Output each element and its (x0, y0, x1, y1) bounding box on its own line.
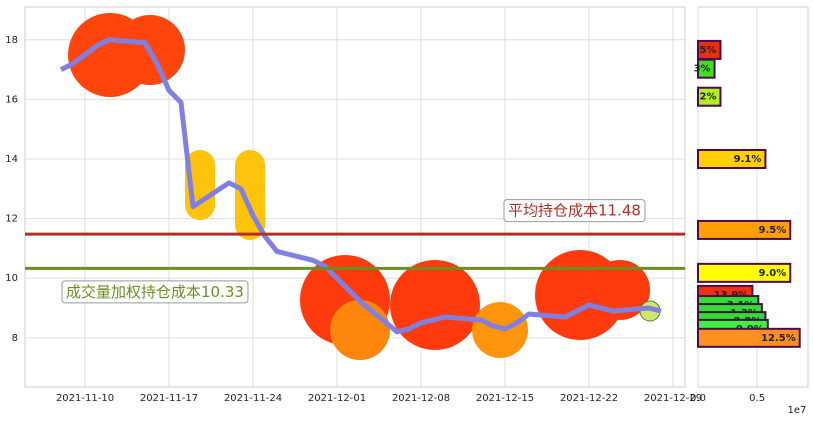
x-tick-label: 2021-12-29 (644, 393, 702, 404)
volume-bar (697, 327, 801, 348)
bar-label: 5% (699, 45, 716, 56)
volume-bar (697, 86, 722, 107)
right-chart: 0.00.51e75%3%2%9.1%9.5%9.0%13.9%3.1%1.3%… (690, 7, 806, 416)
x-tick-label: 2021-12-08 (392, 393, 450, 404)
bar-label: 9.5% (759, 225, 787, 236)
x-tick-label: 0.5 (749, 393, 765, 404)
price-line (59, 37, 662, 335)
x-tick-label: 2021-11-17 (140, 393, 198, 404)
bar-label: 9.1% (734, 154, 762, 165)
x-tick-label: 2021-12-15 (476, 393, 534, 404)
x-tick-label: 0.0 (690, 393, 706, 404)
offset-label: 1e7 (788, 405, 807, 416)
cost-label-box (503, 199, 646, 223)
left-marks: 平均持仓成本11.48 成交量加权持仓成本10.33 (25, 37, 685, 335)
x-tick-label: 2021-11-10 (56, 393, 114, 404)
volume-bar (697, 262, 792, 283)
cost-label: 成交量加权持仓成本10.33 (66, 283, 244, 301)
volume-bar (697, 149, 767, 169)
cost-label-box (61, 280, 249, 304)
fruit-decorations (68, 13, 661, 360)
y-tick-label: 12 (5, 214, 18, 225)
y-tick-label: 10 (5, 273, 18, 284)
x-tick-label: 2021-12-01 (308, 393, 366, 404)
y-tick-label: 16 (5, 94, 18, 105)
bar-label: 3% (694, 64, 711, 75)
volume-bar (697, 58, 716, 79)
x-tick-label: 2021-12-22 (560, 393, 618, 404)
y-tick-label: 18 (5, 35, 18, 46)
bar-label: 2% (699, 92, 716, 103)
y-tick-label: 14 (5, 154, 18, 165)
volume-bar (697, 219, 792, 240)
bar-label: 9.0% (759, 268, 787, 279)
cost-label: 平均持仓成本11.48 (508, 202, 641, 220)
bar-label: 12.5% (761, 333, 796, 344)
x-tick-label: 2021-11-24 (224, 393, 282, 404)
y-tick-label: 8 (12, 333, 18, 344)
